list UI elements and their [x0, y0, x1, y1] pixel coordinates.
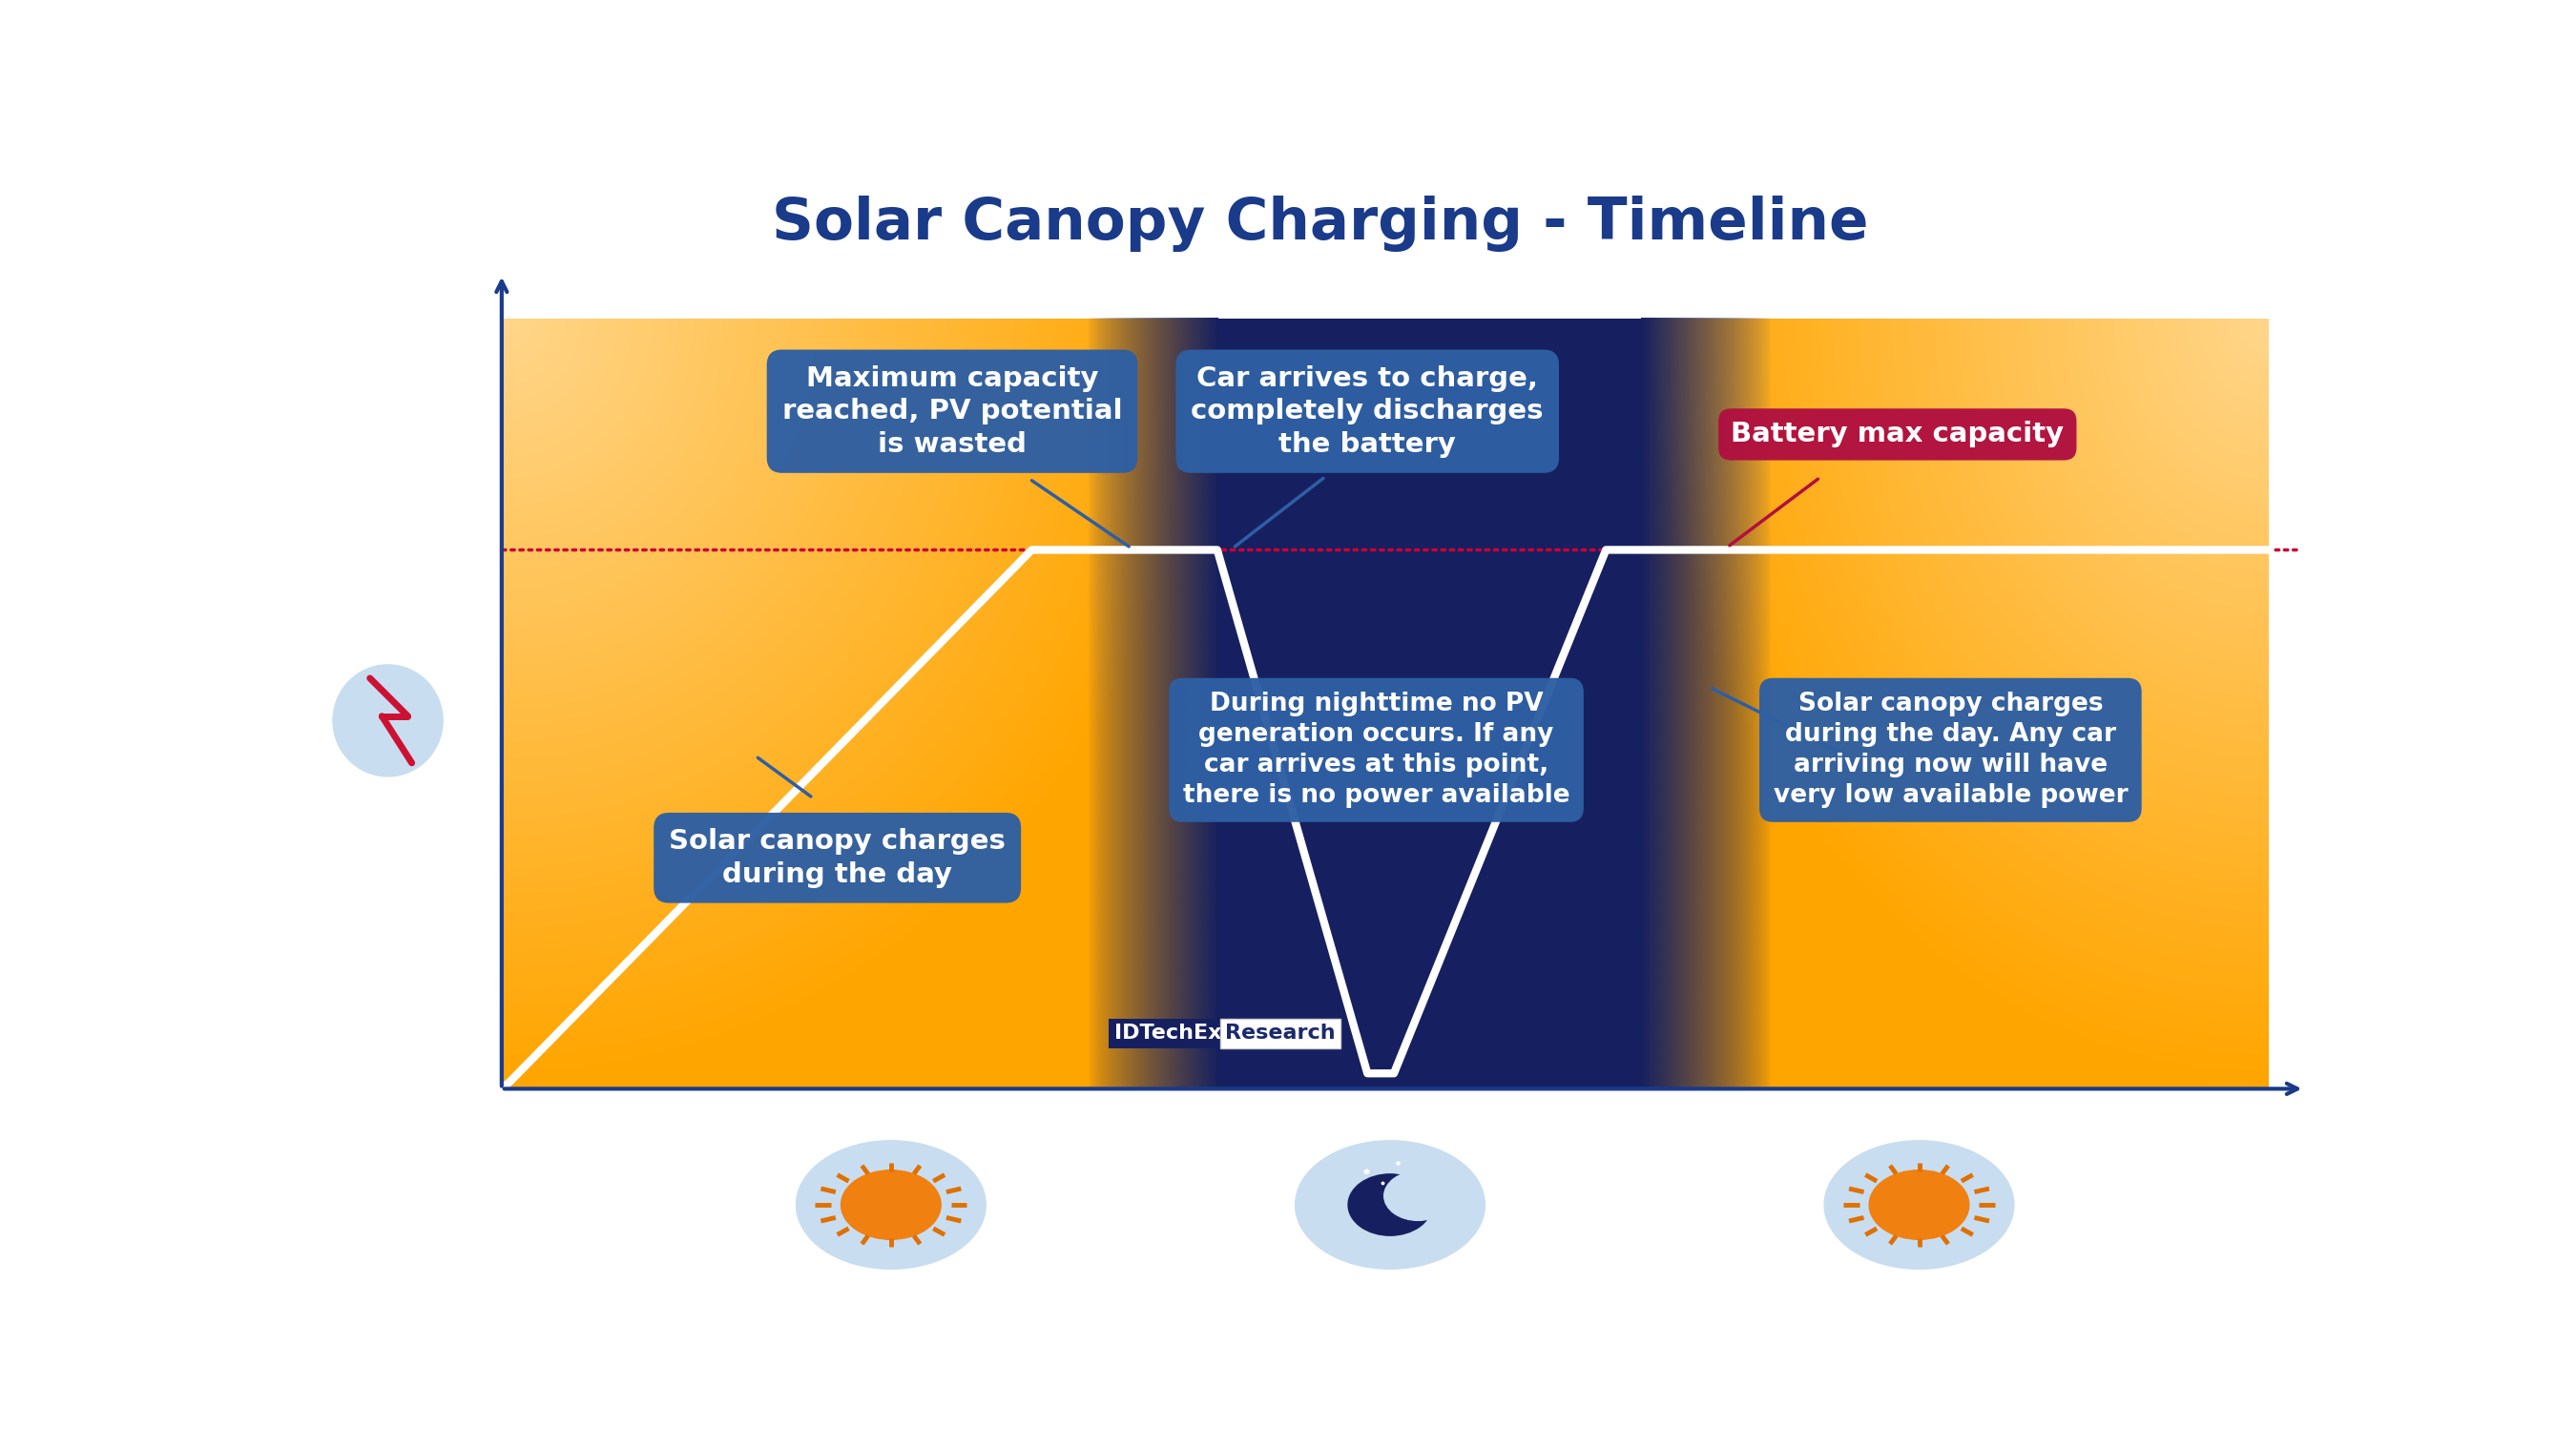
Text: IDTechEx: IDTechEx	[1113, 1024, 1221, 1043]
Ellipse shape	[840, 1171, 940, 1239]
Ellipse shape	[796, 1140, 987, 1269]
Text: Solar Canopy Charging - Timeline: Solar Canopy Charging - Timeline	[773, 196, 1868, 252]
Text: During nighttime no PV
generation occurs. If any
car arrives at this point,
ther: During nighttime no PV generation occurs…	[1182, 691, 1569, 809]
FancyBboxPatch shape	[502, 319, 2269, 1088]
Text: Car arrives to charge,
completely discharges
the battery: Car arrives to charge, completely discha…	[1190, 365, 1543, 458]
Ellipse shape	[1870, 1171, 1968, 1239]
Text: Research: Research	[1226, 1024, 1334, 1043]
Text: Solar canopy charges
during the day: Solar canopy charges during the day	[670, 827, 1005, 888]
Text: Battery max capacity: Battery max capacity	[1731, 422, 2063, 448]
Ellipse shape	[332, 665, 443, 777]
Ellipse shape	[1296, 1140, 1484, 1269]
Ellipse shape	[1383, 1171, 1453, 1220]
FancyBboxPatch shape	[1218, 319, 1641, 1088]
Text: Solar canopy charges
during the day. Any car
arriving now will have
very low ava: Solar canopy charges during the day. Any…	[1772, 691, 2128, 809]
Ellipse shape	[1347, 1174, 1432, 1236]
Text: Maximum capacity
reached, PV potential
is wasted: Maximum capacity reached, PV potential i…	[783, 365, 1123, 458]
Ellipse shape	[1824, 1140, 2014, 1269]
